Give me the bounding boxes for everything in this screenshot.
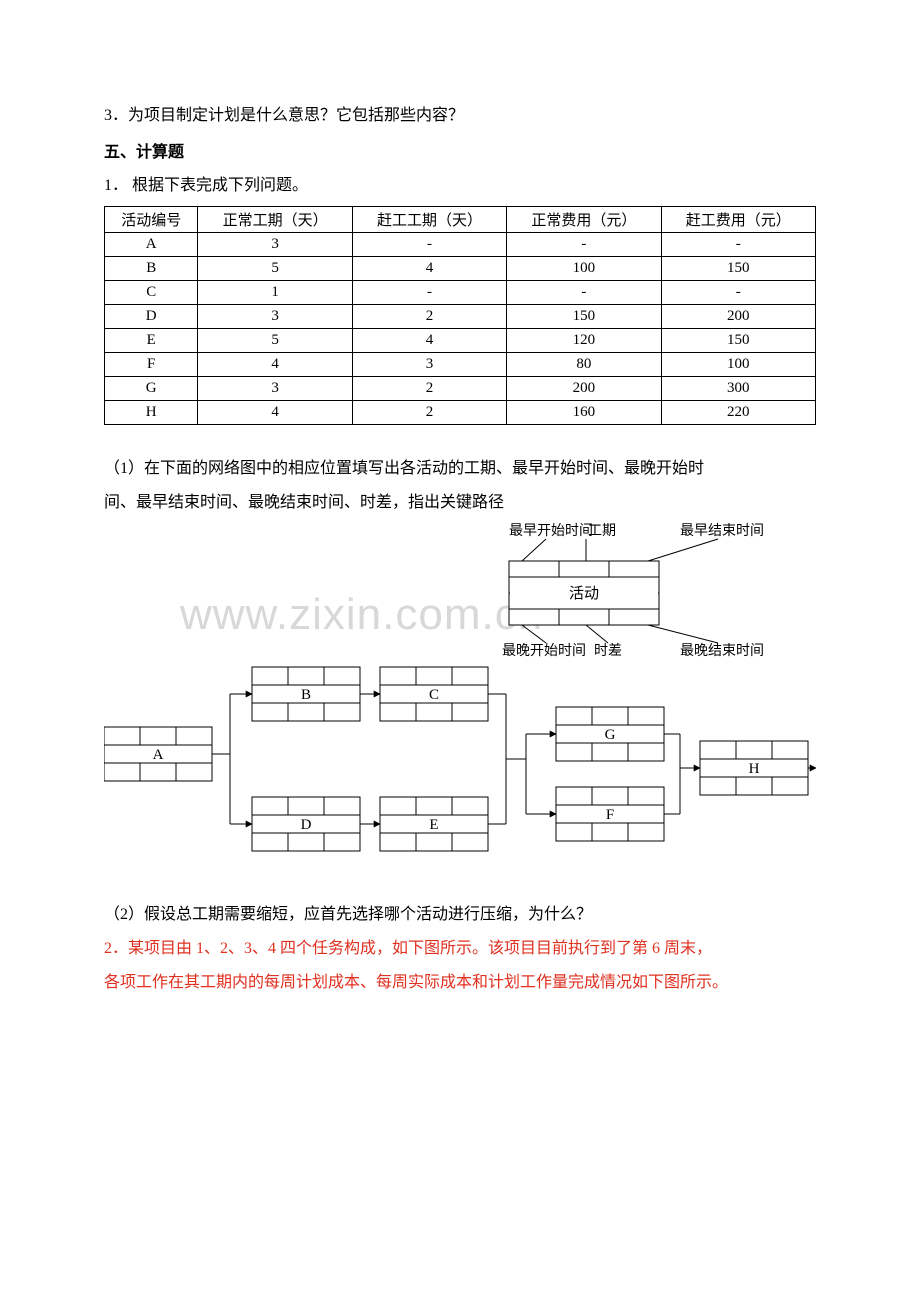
question-3: 3．为项目制定计划是什么意思？它包括那些内容？ <box>104 100 816 132</box>
q1-part2: （2）假设总工期需要缩短，应首先选择哪个活动进行压缩，为什么？ <box>104 899 816 931</box>
table-cell: 200 <box>661 305 815 329</box>
table-cell: 200 <box>507 377 661 401</box>
node-C: C <box>380 667 488 721</box>
table-row: D32150200 <box>105 305 816 329</box>
svg-text:B: B <box>301 687 311 703</box>
table-cell: 2 <box>352 305 506 329</box>
table-row: A3--- <box>105 233 816 257</box>
table-cell: 4 <box>198 353 352 377</box>
table-row: E54120150 <box>105 329 816 353</box>
svg-text:A: A <box>153 747 164 763</box>
table-cell: 3 <box>198 377 352 401</box>
legend-lf: 最晚结束时间 <box>680 643 764 659</box>
q1-part1-line1: （1）在下面的网络图中的相应位置填写出各活动的工期、最早开始时间、最晚开始时 <box>104 453 816 485</box>
table-cell: 150 <box>507 305 661 329</box>
q2-line1: 2．某项目由 1、2、3、4 四个任务构成，如下图所示。该项目目前执行到了第 6… <box>104 933 816 965</box>
node-E: E <box>380 797 488 851</box>
table-cell: 3 <box>198 305 352 329</box>
legend-activity-label: 活动 <box>569 585 599 602</box>
table-cell: - <box>352 281 506 305</box>
table-cell: 4 <box>352 329 506 353</box>
legend-es: 最早开始时间 <box>509 523 593 539</box>
svg-text:D: D <box>301 817 312 833</box>
node-D: D <box>252 797 360 851</box>
q1-intro: 1． 根据下表完成下列问题。 <box>104 170 816 202</box>
table-cell: F <box>105 353 198 377</box>
table-cell: - <box>661 233 815 257</box>
table-cell: 4 <box>352 257 506 281</box>
table-cell: G <box>105 377 198 401</box>
table-cell: 2 <box>352 401 506 425</box>
col-crash-cost: 赶工费用（元） <box>661 207 815 233</box>
table-cell: 150 <box>661 257 815 281</box>
table-cell: - <box>352 233 506 257</box>
table-row: H42160220 <box>105 401 816 425</box>
node-H: H <box>700 741 808 795</box>
table-cell: E <box>105 329 198 353</box>
table-cell: 150 <box>661 329 815 353</box>
table-cell: C <box>105 281 198 305</box>
svg-text:G: G <box>605 727 616 743</box>
table-cell: 5 <box>198 329 352 353</box>
table-cell: D <box>105 305 198 329</box>
table-cell: 5 <box>198 257 352 281</box>
table-cell: 2 <box>352 377 506 401</box>
svg-text:H: H <box>749 761 760 777</box>
legend-diagram: 活动 最早开始时间 工期 最早结束时间 最晚开始时间 时差 最晚结束时间 <box>104 521 816 661</box>
col-activity: 活动编号 <box>105 207 198 233</box>
legend-ef: 最早结束时间 <box>680 523 764 539</box>
svg-text:E: E <box>429 817 438 833</box>
table-cell: A <box>105 233 198 257</box>
table-cell: - <box>661 281 815 305</box>
legend-svg: 活动 最早开始时间 工期 最早结束时间 最晚开始时间 时差 最晚结束时间 <box>104 521 816 661</box>
table-cell: 3 <box>352 353 506 377</box>
table-cell: 100 <box>661 353 815 377</box>
table-cell: 3 <box>198 233 352 257</box>
table-cell: H <box>105 401 198 425</box>
table-cell: 4 <box>198 401 352 425</box>
table-row: C1--- <box>105 281 816 305</box>
col-normal-duration: 正常工期（天） <box>198 207 352 233</box>
table-row: F4380100 <box>105 353 816 377</box>
q1-part1-line2: 间、最早结束时间、最晚结束时间、时差，指出关键路径 <box>104 487 816 519</box>
node-F: F <box>556 787 664 841</box>
table-row: B54100150 <box>105 257 816 281</box>
table-header-row: 活动编号 正常工期（天） 赶工工期（天） 正常费用（元） 赶工费用（元） <box>105 207 816 233</box>
node-B: B <box>252 667 360 721</box>
col-normal-cost: 正常费用（元） <box>507 207 661 233</box>
network-diagram: A B C D E G F H <box>104 661 816 871</box>
table-cell: 1 <box>198 281 352 305</box>
network-svg: A B C D E G F H <box>104 661 816 871</box>
legend-dur: 工期 <box>588 523 616 539</box>
section-5-title: 五、计算题 <box>104 138 816 162</box>
node-A: A <box>104 727 212 781</box>
table-cell: B <box>105 257 198 281</box>
table-cell: 220 <box>661 401 815 425</box>
table-cell: - <box>507 281 661 305</box>
table-cell: - <box>507 233 661 257</box>
q2-line2: 各项工作在其工期内的每周计划成本、每周实际成本和计划工作量完成情况如下图所示。 <box>104 967 816 999</box>
col-crash-duration: 赶工工期（天） <box>352 207 506 233</box>
table-cell: 100 <box>507 257 661 281</box>
table-cell: 120 <box>507 329 661 353</box>
table-cell: 160 <box>507 401 661 425</box>
svg-text:C: C <box>429 687 439 703</box>
node-G: G <box>556 707 664 761</box>
svg-text:F: F <box>606 807 614 823</box>
table-cell: 80 <box>507 353 661 377</box>
legend-ls: 最晚开始时间 <box>502 643 586 659</box>
table-row: G32200300 <box>105 377 816 401</box>
legend-slack: 时差 <box>594 643 622 659</box>
activity-table: 活动编号 正常工期（天） 赶工工期（天） 正常费用（元） 赶工费用（元） A3-… <box>104 206 816 425</box>
table-cell: 300 <box>661 377 815 401</box>
